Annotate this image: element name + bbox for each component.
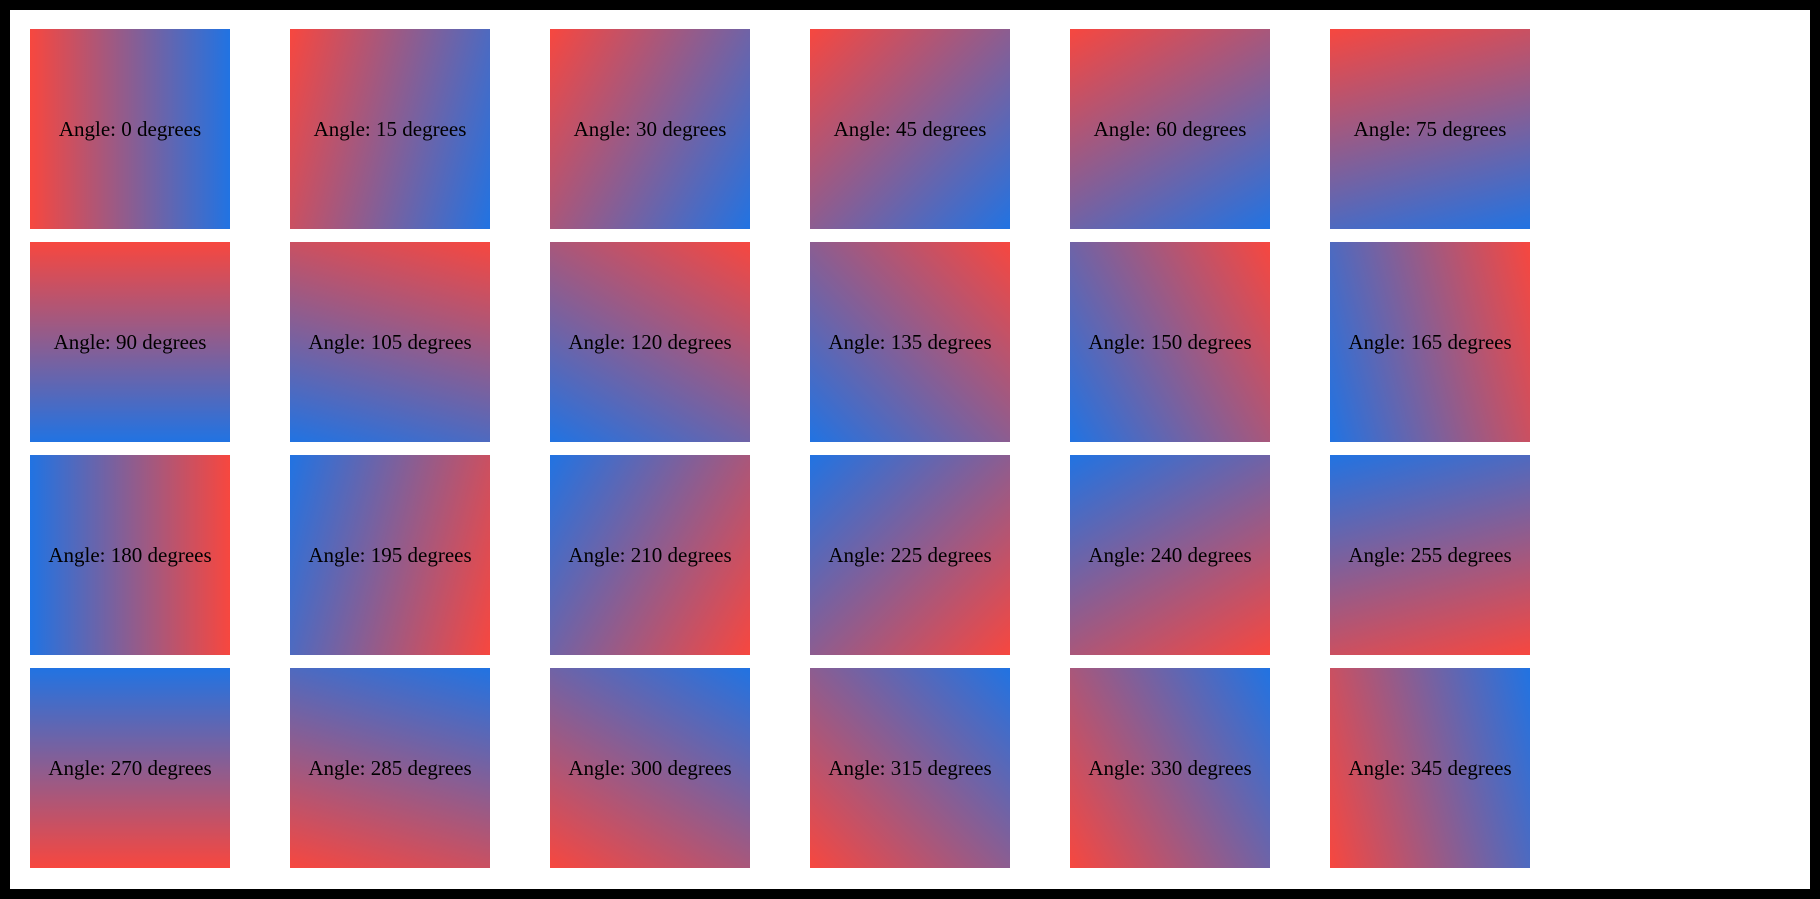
tile-label: Angle: 300 degrees <box>568 755 732 780</box>
gradient-tile-30: Angle: 30 degrees <box>550 29 750 229</box>
tile-label: Angle: 30 degrees <box>573 116 727 141</box>
gradient-tile-255: Angle: 255 degrees <box>1330 455 1530 655</box>
gradient-tile-15: Angle: 15 degrees <box>290 29 490 229</box>
gradient-tile-195: Angle: 195 degrees <box>290 455 490 655</box>
tile-label: Angle: 255 degrees <box>1348 542 1512 567</box>
gradient-tile-180: Angle: 180 degrees <box>30 455 230 655</box>
gradient-tile-240: Angle: 240 degrees <box>1070 455 1270 655</box>
gradient-tile-165: Angle: 165 degrees <box>1330 242 1530 442</box>
gradient-tile-120: Angle: 120 degrees <box>550 242 750 442</box>
gradient-tile-345: Angle: 345 degrees <box>1330 668 1530 868</box>
tile-label: Angle: 240 degrees <box>1088 542 1252 567</box>
gradient-tile-210: Angle: 210 degrees <box>550 455 750 655</box>
gradient-tile-45: Angle: 45 degrees <box>810 29 1010 229</box>
tile-label: Angle: 150 degrees <box>1088 329 1252 354</box>
tile-label: Angle: 225 degrees <box>828 542 992 567</box>
tile-label: Angle: 0 degrees <box>58 116 202 141</box>
gradient-tile-330: Angle: 330 degrees <box>1070 668 1270 868</box>
gradient-tile-0: Angle: 0 degrees <box>30 29 230 229</box>
gradient-tile-60: Angle: 60 degrees <box>1070 29 1270 229</box>
tile-label: Angle: 120 degrees <box>568 329 732 354</box>
tile-label: Angle: 90 degrees <box>53 329 207 354</box>
gradient-tile-300: Angle: 300 degrees <box>550 668 750 868</box>
tile-label: Angle: 75 degrees <box>1353 116 1507 141</box>
tile-label: Angle: 165 degrees <box>1348 329 1512 354</box>
gradient-tile-285: Angle: 285 degrees <box>290 668 490 868</box>
tile-label: Angle: 315 degrees <box>828 755 992 780</box>
gradient-tile-grid: Angle: 0 degrees Angle: 15 degrees Angle: … <box>30 29 1530 868</box>
tile-label: Angle: 270 degrees <box>48 755 212 780</box>
tile-label: Angle: 210 degrees <box>568 542 732 567</box>
gradient-tile-150: Angle: 150 degrees <box>1070 242 1270 442</box>
tile-label: Angle: 60 degrees <box>1093 116 1247 141</box>
tile-label: Angle: 45 degrees <box>833 116 987 141</box>
gradient-tile-105: Angle: 105 degrees <box>290 242 490 442</box>
gradient-tile-75: Angle: 75 degrees <box>1330 29 1530 229</box>
tile-label: Angle: 105 degrees <box>308 329 472 354</box>
gradient-tile-315: Angle: 315 degrees <box>810 668 1010 868</box>
tile-label: Angle: 15 degrees <box>313 116 467 141</box>
tile-label: Angle: 345 degrees <box>1348 755 1512 780</box>
tile-label: Angle: 330 degrees <box>1088 755 1252 780</box>
tile-label: Angle: 180 degrees <box>48 542 212 567</box>
gradient-tile-90: Angle: 90 degrees <box>30 242 230 442</box>
tile-label: Angle: 285 degrees <box>308 755 472 780</box>
tile-label: Angle: 135 degrees <box>828 329 992 354</box>
gradient-tile-135: Angle: 135 degrees <box>810 242 1010 442</box>
tile-label: Angle: 195 degrees <box>308 542 472 567</box>
gradient-tile-225: Angle: 225 degrees <box>810 455 1010 655</box>
page-surface: Angle: 0 degrees Angle: 15 degrees Angle: … <box>10 10 1810 889</box>
gradient-tile-270: Angle: 270 degrees <box>30 668 230 868</box>
